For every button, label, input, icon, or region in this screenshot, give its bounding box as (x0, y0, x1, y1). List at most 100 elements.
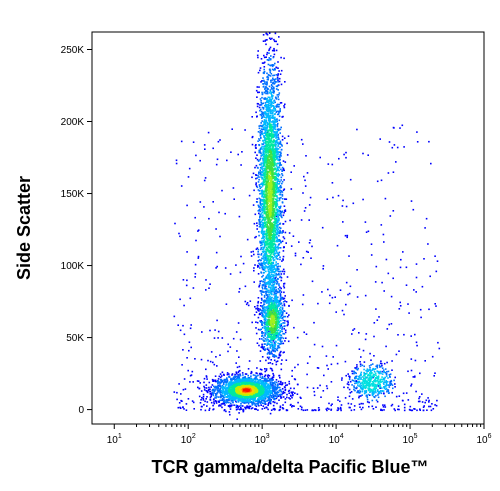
event-point (277, 258, 279, 260)
event-point (259, 374, 261, 376)
event-point (371, 369, 373, 371)
event-point (256, 321, 259, 324)
event-point (319, 384, 321, 387)
event-point (267, 300, 270, 303)
event-point (276, 252, 279, 254)
event-point (279, 73, 282, 75)
event-point (245, 406, 248, 409)
event-point (219, 373, 222, 375)
event-point (278, 115, 281, 118)
event-point (219, 376, 222, 379)
event-point (285, 301, 288, 303)
event-point (261, 375, 264, 378)
event-point (282, 396, 285, 398)
event-point (187, 176, 190, 178)
event-point (274, 394, 276, 396)
event-point (375, 308, 377, 310)
event-point (267, 104, 270, 106)
event-point (272, 388, 274, 390)
event-point (238, 370, 240, 373)
event-point (280, 319, 282, 322)
event-point (354, 382, 356, 385)
event-point (260, 172, 262, 175)
event-point (178, 383, 180, 385)
event-point (284, 81, 286, 83)
event-point (274, 128, 277, 131)
event-point (300, 408, 303, 411)
event-point (202, 399, 205, 401)
event-point (271, 125, 273, 128)
event-point (217, 387, 220, 390)
event-point (375, 399, 378, 401)
event-point (270, 309, 273, 312)
event-point (261, 116, 264, 118)
event-point (280, 315, 282, 318)
event-point (273, 50, 276, 52)
event-point (261, 128, 264, 131)
event-point (263, 325, 265, 328)
event-point (296, 336, 299, 339)
event-point (265, 43, 267, 46)
event-point (263, 349, 266, 351)
event-point (381, 380, 384, 383)
event-point (421, 401, 424, 403)
event-point (197, 257, 200, 259)
event-point (275, 133, 277, 135)
event-point (217, 383, 219, 385)
event-point (265, 288, 268, 291)
event-point (261, 312, 264, 315)
event-point (251, 135, 254, 138)
event-point (279, 231, 281, 233)
event-point (328, 302, 331, 305)
event-point (270, 396, 273, 398)
event-point (255, 400, 257, 402)
event-point (268, 283, 270, 286)
event-point (276, 142, 279, 144)
event-point (213, 380, 215, 382)
event-point (358, 392, 361, 394)
event-point (379, 138, 381, 140)
event-point (257, 181, 260, 183)
event-point (258, 285, 260, 288)
event-point (281, 307, 284, 309)
event-point (215, 251, 218, 254)
event-point (255, 405, 258, 408)
event-point (270, 132, 273, 135)
event-point (263, 66, 266, 68)
event-point (414, 359, 417, 362)
event-point (271, 82, 274, 84)
event-point (216, 387, 218, 389)
event-point (278, 119, 281, 122)
event-point (275, 183, 278, 186)
event-point (413, 289, 415, 291)
event-point (330, 381, 333, 383)
event-point (432, 408, 435, 410)
event-point (253, 222, 256, 225)
event-point (389, 382, 391, 385)
event-point (280, 143, 283, 146)
event-point (266, 323, 268, 326)
event-point (347, 386, 349, 389)
event-point (348, 378, 351, 381)
event-point (359, 390, 362, 393)
event-point (227, 350, 229, 353)
event-point (270, 379, 272, 381)
event-point (209, 360, 212, 363)
event-point (275, 140, 277, 142)
event-point (347, 402, 350, 405)
event-point (270, 290, 273, 293)
event-point (309, 355, 311, 358)
event-point (260, 280, 263, 282)
event-point (238, 379, 241, 382)
event-point (268, 374, 271, 377)
event-point (258, 259, 261, 261)
event-point (401, 124, 404, 127)
event-point (242, 262, 245, 265)
event-point (383, 379, 386, 381)
event-point (371, 405, 374, 408)
event-point (262, 149, 265, 152)
event-point (258, 338, 261, 340)
event-point (214, 375, 217, 377)
event-point (261, 373, 263, 376)
event-point (256, 372, 258, 375)
